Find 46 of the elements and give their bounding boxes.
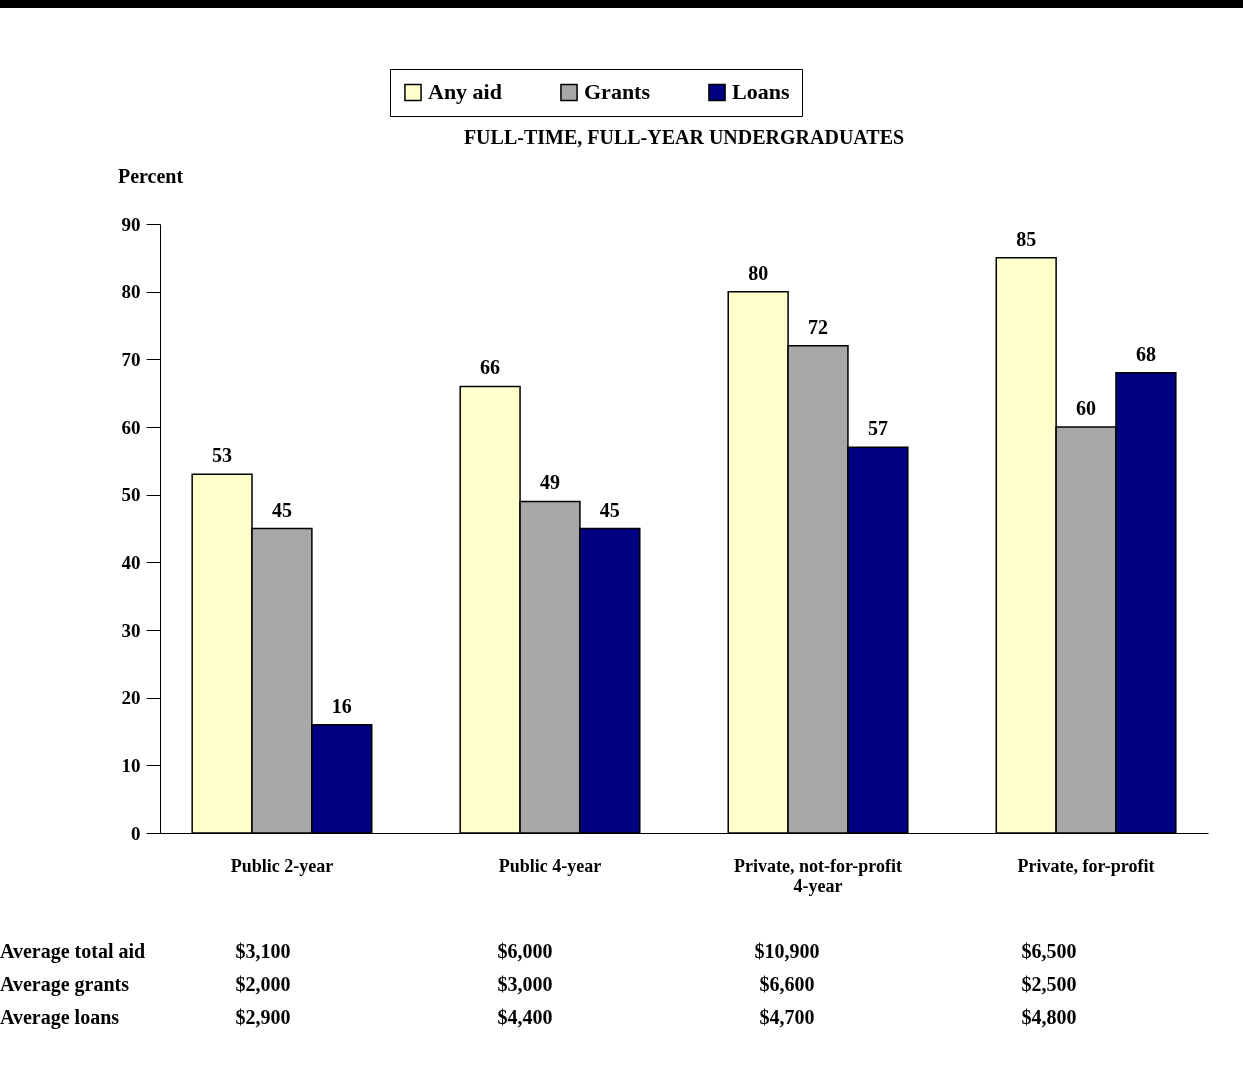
text: $6,500 <box>1021 939 1077 962</box>
text: $6,600 <box>759 973 815 995</box>
text: $4,400 <box>497 1006 553 1029</box>
text: $6,000 <box>497 939 553 962</box>
text: $2,000 <box>235 973 291 995</box>
y-tick-label: 10 <box>121 754 141 776</box>
data-label: 45 <box>271 498 292 521</box>
x-tick-label: Private, not-for-profit 4-year <box>734 855 902 896</box>
data-label: 16 <box>331 694 352 717</box>
data-label: 45 <box>599 498 620 521</box>
text: Average grants <box>0 973 130 996</box>
text: $4,700 <box>759 1006 815 1029</box>
text: $4,800 <box>1021 1006 1077 1029</box>
y-tick-label: 70 <box>121 348 141 370</box>
data-label: 80 <box>748 261 769 284</box>
data-label: 68 <box>1135 342 1156 365</box>
data-label: 85 <box>1016 227 1037 250</box>
text: Average total aid <box>0 939 146 963</box>
y-tick-label: 20 <box>121 687 141 709</box>
y-tick-label: 60 <box>121 416 141 438</box>
data-label: 72 <box>808 315 829 338</box>
x-tick-label: Public 4-year <box>498 855 602 876</box>
y-axis-title: Percent <box>117 164 184 187</box>
data-label: 60 <box>1076 397 1097 419</box>
data-label: 66 <box>480 356 501 379</box>
text: $3,000 <box>497 973 553 995</box>
text: $3,100 <box>235 939 291 962</box>
text: $10,900 <box>754 939 820 962</box>
y-tick-label: 30 <box>121 619 141 641</box>
y-tick-label: 50 <box>121 484 141 506</box>
text: $2,900 <box>235 1006 291 1029</box>
legend-label: Grants <box>584 79 651 105</box>
text: $2,500 <box>1021 973 1077 995</box>
data-label: 53 <box>212 444 233 467</box>
y-tick-label: 90 <box>121 213 141 235</box>
y-tick-label: 0 <box>131 822 141 844</box>
data-label: 49 <box>539 471 560 494</box>
text: Average loans <box>0 1006 120 1030</box>
x-tick-label: Public 2-year <box>230 855 334 876</box>
legend-label: Any aid <box>428 79 502 105</box>
y-tick-label: 40 <box>121 551 141 573</box>
data-label: 57 <box>867 417 888 440</box>
y-tick-label: 80 <box>121 281 141 303</box>
x-tick-label: Private, for-profit <box>1017 855 1155 876</box>
chart-title: FULL-TIME, FULL-YEAR UNDERGRADUATES <box>463 126 905 148</box>
legend-label: Loans <box>732 79 790 105</box>
